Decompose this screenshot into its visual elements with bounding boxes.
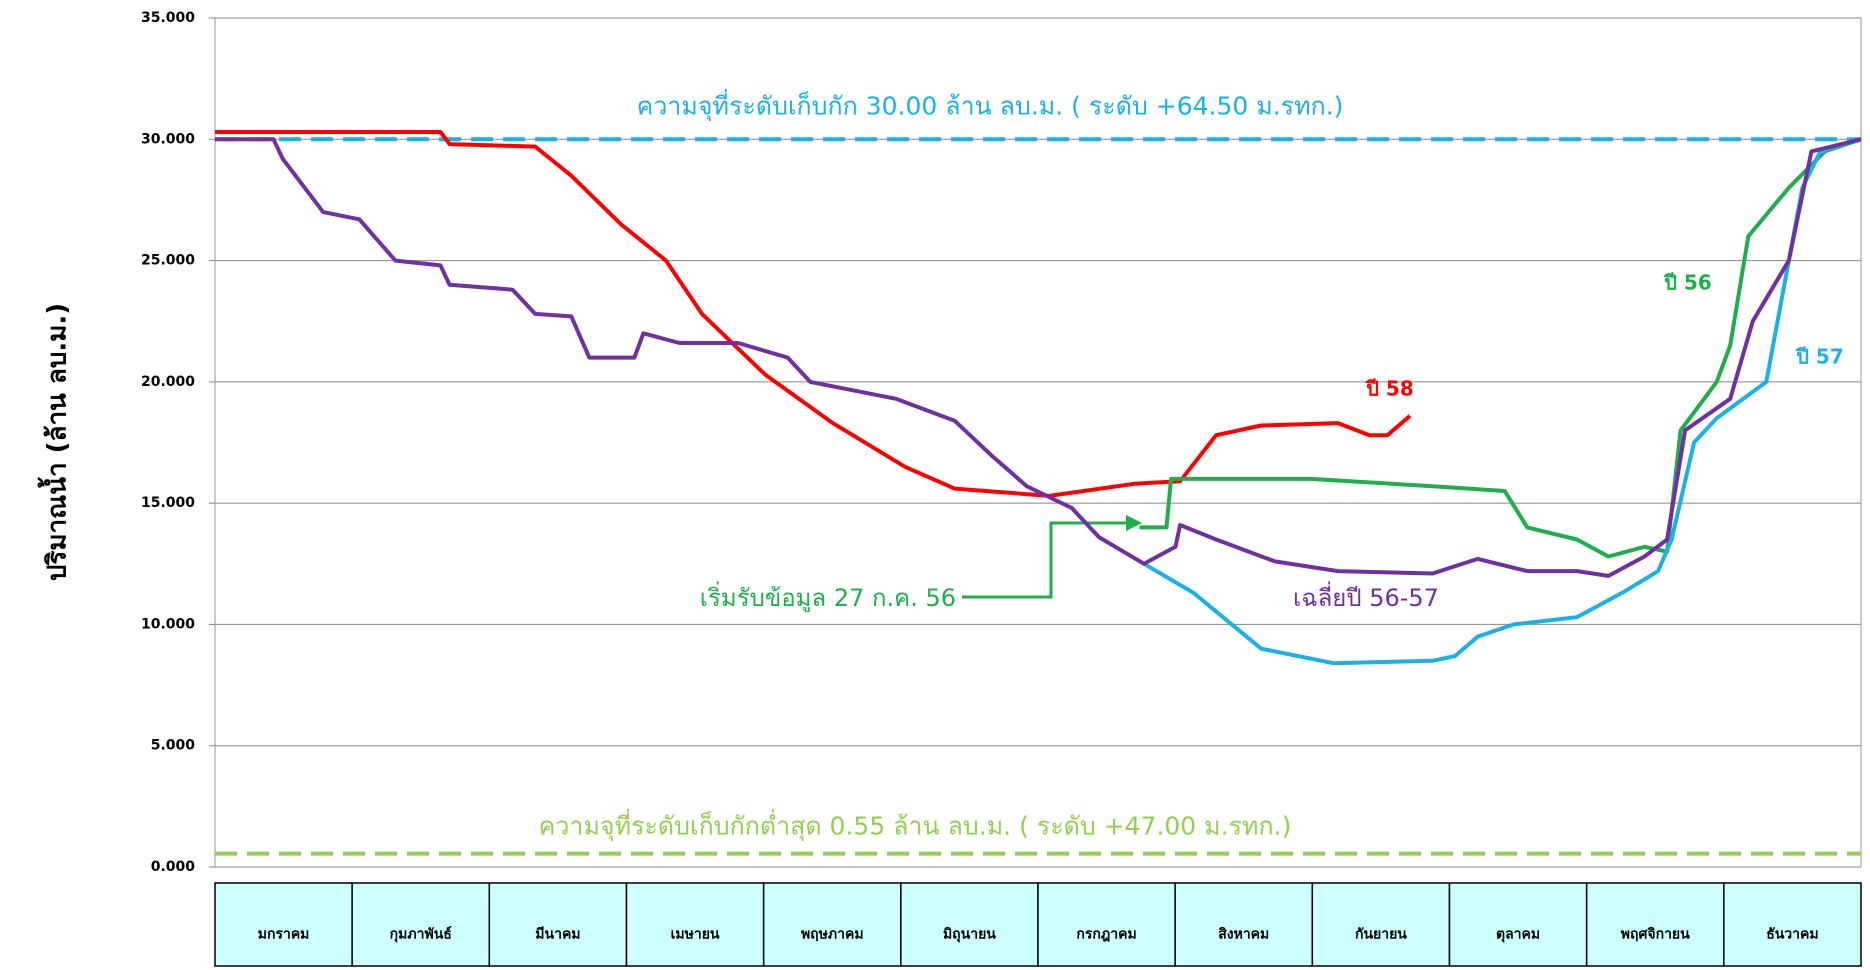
month-cell (1448, 882, 1588, 967)
y-tick-label: 30.000 (141, 131, 195, 147)
month-label: ธันวาคม (1766, 927, 1818, 943)
y-tick-label: 0.000 (151, 859, 196, 875)
month-label: กันยายน (1355, 927, 1407, 943)
y-tick-label: 15.000 (141, 495, 195, 511)
reference-label: ความจุที่ระดับเก็บกักต่ำสุด 0.55 ล้าน ลบ… (539, 809, 1292, 842)
month-label: มกราคม (258, 927, 310, 943)
month-cell (488, 882, 628, 967)
month-cell (625, 882, 765, 967)
series-line (1142, 137, 1862, 666)
month-label: พฤศจิกายน (1621, 927, 1690, 943)
series-line (215, 130, 1412, 498)
arrow-head (1126, 515, 1142, 531)
month-cell (1311, 882, 1451, 967)
y-tick-label: 25.000 (141, 253, 195, 269)
series-line (215, 137, 1862, 578)
month-label: มิถุนายน (943, 927, 996, 943)
plot-area (214, 17, 1862, 868)
month-cell (900, 882, 1039, 967)
reference-label: ความจุที่ระดับเก็บกัก 30.00 ล้าน ลบ.ม. (… (637, 88, 1344, 121)
month-cell (214, 882, 353, 967)
month-label: พฤษภาคม (801, 927, 864, 943)
month-label: สิงหาคม (1218, 927, 1270, 943)
series-label: ปี 56 (1663, 271, 1712, 295)
month-cell (351, 882, 491, 967)
y-axis-label: ปริมาณน้ำ (ล้าน ลบ.ม.) (37, 303, 73, 581)
month-label: กรกฎาคม (1076, 927, 1136, 943)
series-label: เฉลี่ยปี 56-57 (1293, 581, 1439, 612)
y-tick-label: 10.000 (141, 616, 195, 632)
annotation-arrow (962, 521, 1130, 599)
month-cell (1585, 882, 1725, 967)
y-tick-label: 35.000 (141, 10, 195, 26)
y-tick-label: 5.000 (151, 738, 196, 754)
month-label: มีนาคม (535, 927, 580, 943)
month-cell (1723, 882, 1862, 967)
series-label: ปี 57 (1795, 345, 1844, 369)
series-line (1139, 137, 1862, 559)
series-label: ปี 58 (1365, 377, 1414, 401)
month-cell (1037, 882, 1176, 967)
month-label: กุมภาพันธ์ (390, 926, 452, 943)
month-cell (762, 882, 902, 967)
annotation: เริ่มรับข้อมูล 27 ก.ค. 56 (700, 581, 956, 613)
y-tick-label: 20.000 (141, 374, 195, 390)
month-label: เมษายน (671, 927, 720, 943)
month-label: ตุลาคม (1496, 927, 1540, 943)
month-cell (1174, 882, 1314, 967)
